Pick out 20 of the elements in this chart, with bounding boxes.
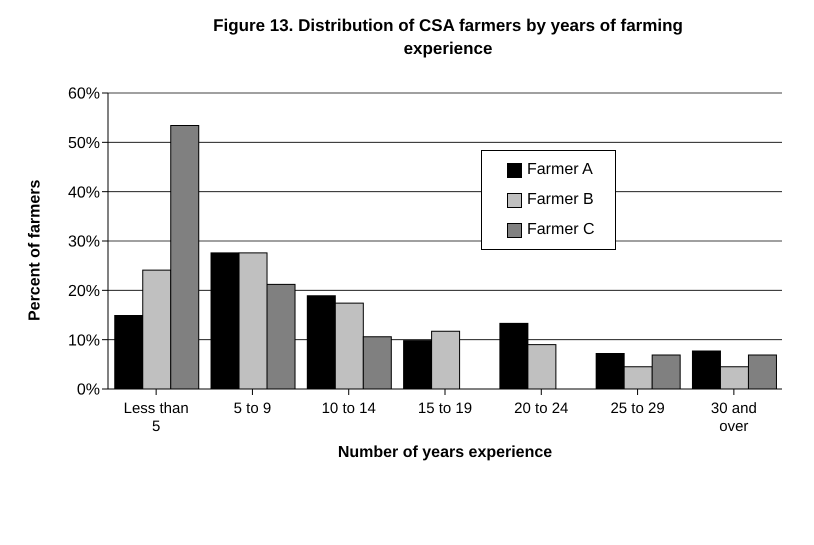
legend-label: Farmer A	[527, 161, 593, 179]
x-tick-label: 15 to 19	[418, 400, 472, 417]
x-axis-title: Number of years experience	[338, 444, 552, 461]
x-tick-label: 10 to 14	[322, 400, 376, 417]
y-tick-label: 60%	[68, 86, 100, 103]
x-tick-label: Less than 5	[124, 400, 189, 435]
x-tick-label: 5 to 9	[234, 400, 272, 417]
y-axis-title: Percent of farmers	[26, 180, 44, 321]
y-tick-label: 10%	[68, 332, 100, 350]
chart-title: Figure 13. Distribution of CSA farmers by years of farming experience	[212, 15, 684, 60]
legend-label: Farmer B	[527, 191, 594, 209]
y-tick-label: 40%	[68, 184, 100, 202]
x-tick-label: 30 and over	[710, 400, 757, 435]
y-tick-label: 50%	[68, 135, 100, 152]
y-tick-label: 30%	[68, 234, 100, 251]
y-tick-label: 20%	[68, 283, 100, 300]
y-tick-label: 0%	[76, 382, 100, 399]
legend-label: Farmer C	[527, 221, 595, 239]
x-tick-label: 25 to 29	[610, 400, 665, 417]
x-tick-label: 20 to 24	[514, 400, 568, 417]
